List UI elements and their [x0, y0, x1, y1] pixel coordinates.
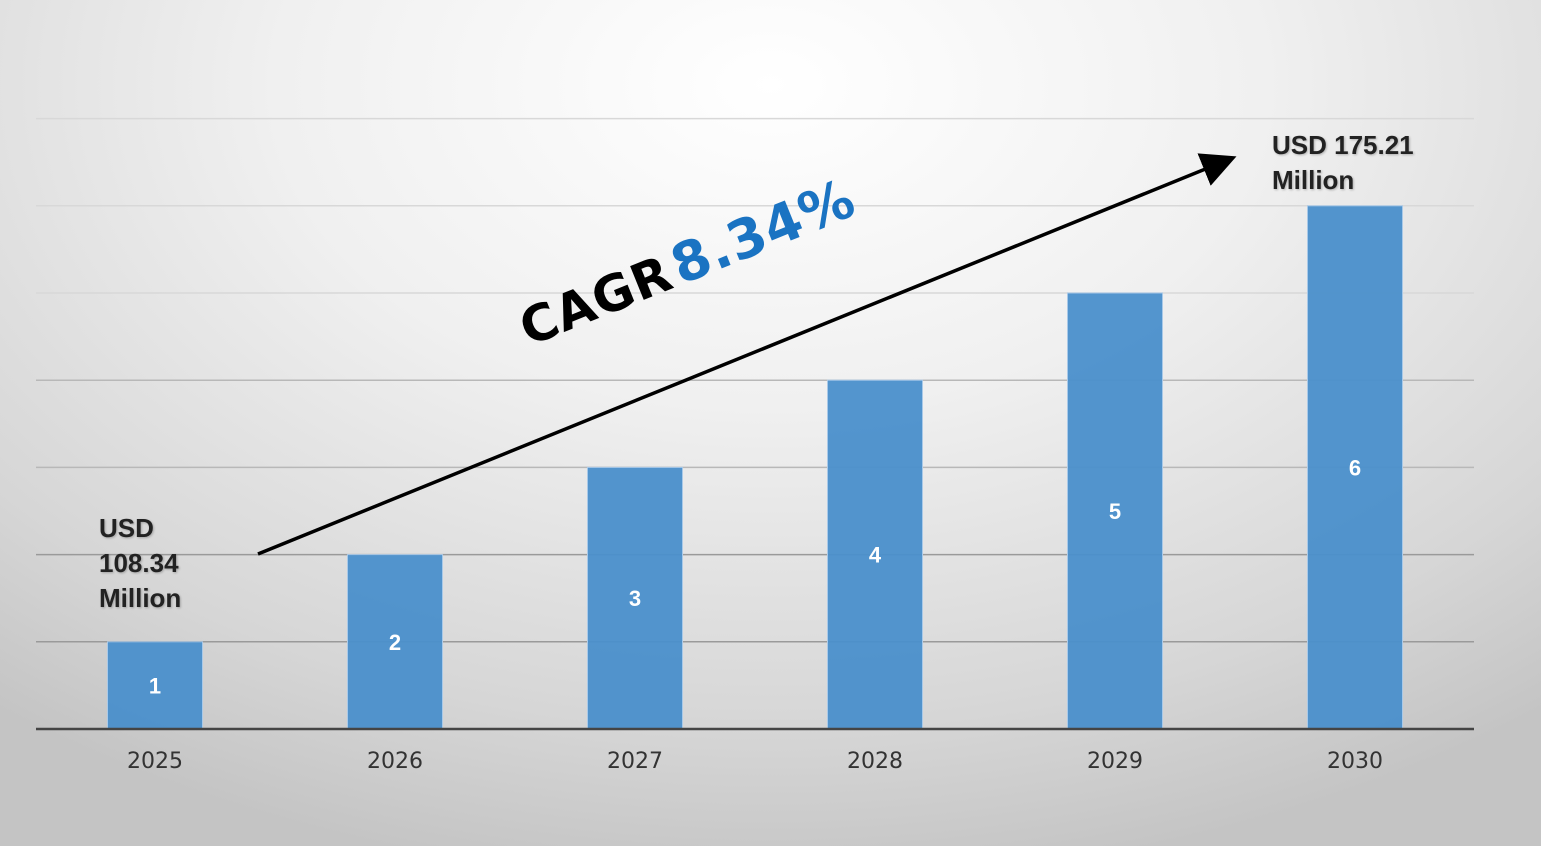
bar-2027	[587, 466, 683, 730]
end-value-line1: USD 175.21	[1272, 130, 1414, 160]
data-labels: 1 2 3 4 5 6	[149, 455, 1361, 698]
data-label: 6	[1349, 455, 1361, 480]
end-value-line2: Million	[1272, 165, 1355, 195]
bar-2028	[827, 379, 923, 730]
data-label: 2	[389, 630, 401, 655]
x-tick-label: 2026	[367, 749, 423, 774]
x-tick-label: 2029	[1087, 749, 1143, 774]
x-tick-label: 2028	[847, 749, 903, 774]
start-value-line2: 108.34	[99, 548, 179, 578]
x-tick-label: 2027	[607, 749, 663, 774]
bar-2026	[347, 554, 443, 730]
gridlines	[36, 117, 1474, 643]
start-value-annotation: USD 108.34 Million	[99, 511, 181, 616]
start-value-line3: Million	[99, 583, 182, 613]
start-value-line1: USD	[99, 513, 154, 543]
x-tick-label: 2025	[127, 749, 183, 774]
x-tick-label: 2030	[1327, 749, 1383, 774]
bar-2030	[1307, 205, 1403, 730]
bar-2029	[1067, 292, 1163, 730]
data-label: 5	[1109, 499, 1121, 524]
data-label: 3	[629, 586, 641, 611]
data-label: 4	[869, 543, 882, 568]
end-value-annotation: USD 175.21 Million	[1272, 128, 1414, 198]
data-label: 1	[149, 673, 161, 698]
trend-arrow-icon	[257, 153, 1237, 556]
x-tick-labels: 2025 2026 2027 2028 2029 2030	[127, 749, 1383, 774]
bars	[107, 205, 1403, 730]
